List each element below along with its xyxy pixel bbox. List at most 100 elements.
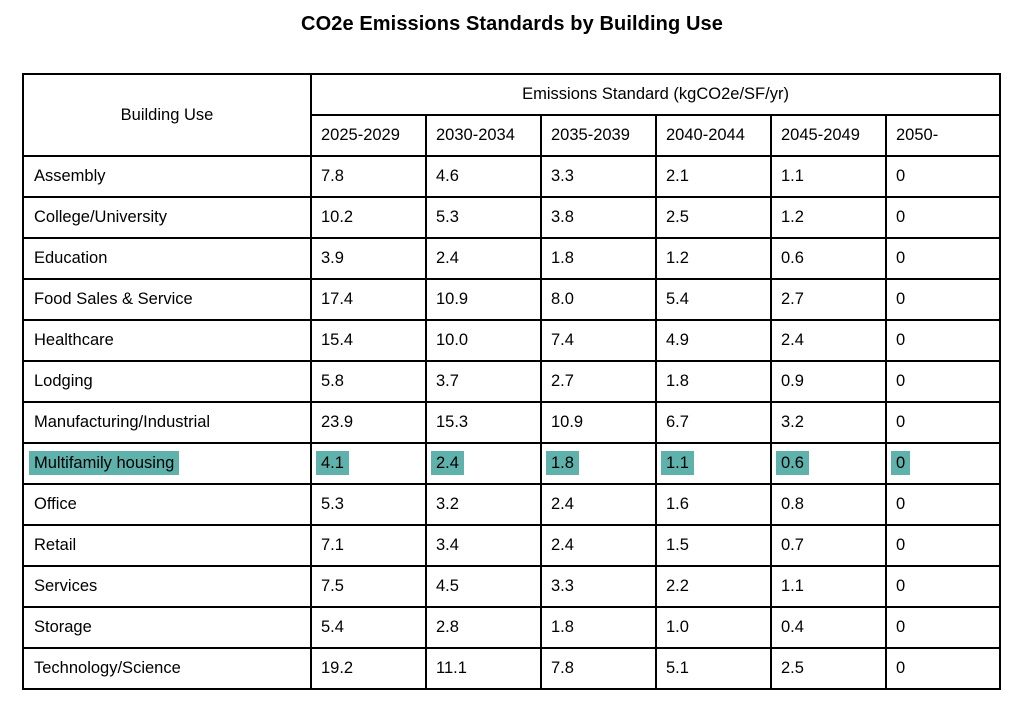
value: 10.9 [436,290,469,308]
value: 3.7 [436,372,459,390]
value: 1.8 [666,372,689,390]
table-row: Food Sales & Service 17.4 10.9 8.0 5.4 2.7 0 [22,278,1002,321]
row-label-cell: Healthcare [22,319,312,362]
period-header: 2050- [884,114,1002,157]
value-cell: 2.4 [540,524,657,567]
value-cell: 2.4 [425,237,542,280]
period-header: 2025-2029 [310,114,427,157]
value: 2.7 [781,290,804,308]
table-row: Retail 7.1 3.4 2.4 1.5 0.7 0 [22,524,1002,567]
table-row: Storage 5.4 2.8 1.8 1.0 0.4 0 [22,606,1002,649]
value-cell: 5.1 [655,647,772,690]
value-cell: 3.3 [540,565,657,608]
value-cell: 1.1 [770,155,887,198]
value: 0.4 [781,618,804,636]
emissions-table: Building Use Emissions Standard (kgCO2e/… [22,73,1002,690]
period-header: 2030-2034 [425,114,542,157]
value: 2.5 [666,208,689,226]
value: 5.4 [666,290,689,308]
value-cell: 4.1 [310,442,427,485]
value: 5.3 [321,495,344,513]
value: 3.8 [551,208,574,226]
row-label-cell: Multifamily housing [22,442,312,485]
value-cell: 7.8 [310,155,427,198]
value: 2.5 [781,659,804,677]
value-cell: 5.4 [655,278,772,321]
value: 4.9 [666,331,689,349]
value-cell: 1.8 [655,360,772,403]
value-cell: 10.0 [425,319,542,362]
value: 0 [896,536,906,554]
value: 8.0 [551,290,574,308]
value: 10.2 [321,208,354,226]
value-cell: 2.1 [655,155,772,198]
value-cell: 2.4 [770,319,887,362]
value: 1.8 [551,618,574,636]
row-label-cell: Education [22,237,312,280]
value-cell: 1.5 [655,524,772,567]
value: 1.1 [781,167,804,185]
value-cell: 11.1 [425,647,542,690]
table-row: College/University 10.2 5.3 3.8 2.5 1.2 0 [22,196,1002,239]
value: 3.4 [436,536,459,554]
table-row: Office 5.3 3.2 2.4 1.6 0.8 0 [22,483,1002,526]
value-cell: 2.7 [770,278,887,321]
highlighted-value: 1.1 [661,451,694,475]
value: 1.2 [781,208,804,226]
value-cell: 0 [884,606,1002,649]
row-label: College/University [34,208,167,226]
value: 2.4 [781,331,804,349]
value-cell: 7.8 [540,647,657,690]
value-cell: 7.5 [310,565,427,608]
value: 2.7 [551,372,574,390]
value: 15.3 [436,413,469,431]
value-cell: 15.4 [310,319,427,362]
row-label-cell: Retail [22,524,312,567]
value-cell: 0.8 [770,483,887,526]
row-label: Office [34,495,77,513]
value-cell: 3.2 [425,483,542,526]
value: 7.5 [321,577,344,595]
building-use-header: Building Use [22,73,312,157]
table-row: Manufacturing/Industrial 23.9 15.3 10.9 6.7 3… [22,401,1002,444]
value-cell: 0 [884,565,1002,608]
group-header-row: Building Use Emissions Standard (kgCO2e/… [22,73,1002,157]
value-cell: 19.2 [310,647,427,690]
value-cell: 1.8 [540,442,657,485]
row-label: Healthcare [34,331,114,349]
value-cell: 6.7 [655,401,772,444]
value-cell: 2.8 [425,606,542,649]
value-cell: 2.5 [770,647,887,690]
value-cell: 0 [884,647,1002,690]
value: 0.9 [781,372,804,390]
value-cell: 0 [884,155,1002,198]
value: 7.8 [321,167,344,185]
value-cell: 3.2 [770,401,887,444]
highlighted-value: 0 [891,451,911,475]
row-label-cell: Office [22,483,312,526]
value: 17.4 [321,290,354,308]
row-label-cell: Storage [22,606,312,649]
value: 2.1 [666,167,689,185]
value-cell: 2.5 [655,196,772,239]
highlighted-row-label: Multifamily housing [29,451,180,475]
value: 3.2 [436,495,459,513]
value: 5.8 [321,372,344,390]
row-label: Retail [34,536,77,554]
value-cell: 0.6 [770,237,887,280]
value: 7.8 [551,659,574,677]
value-cell: 0 [884,278,1002,321]
value-cell: 0 [884,442,1002,485]
value-cell: 8.0 [540,278,657,321]
value: 0 [896,372,906,390]
highlighted-value: 4.1 [316,451,349,475]
value: 0 [896,495,906,513]
table-row: Technology/Science 19.2 11.1 7.8 5.1 2.5 0 [22,647,1002,690]
value: 0.6 [781,249,804,267]
value-cell: 10.9 [425,278,542,321]
row-label-cell: College/University [22,196,312,239]
emissions-standard-header: Emissions Standard (kgCO2e/SF/yr) [309,73,1002,116]
value-cell: 0 [884,319,1002,362]
highlighted-value: 0.6 [776,451,809,475]
value: 1.8 [551,249,574,267]
